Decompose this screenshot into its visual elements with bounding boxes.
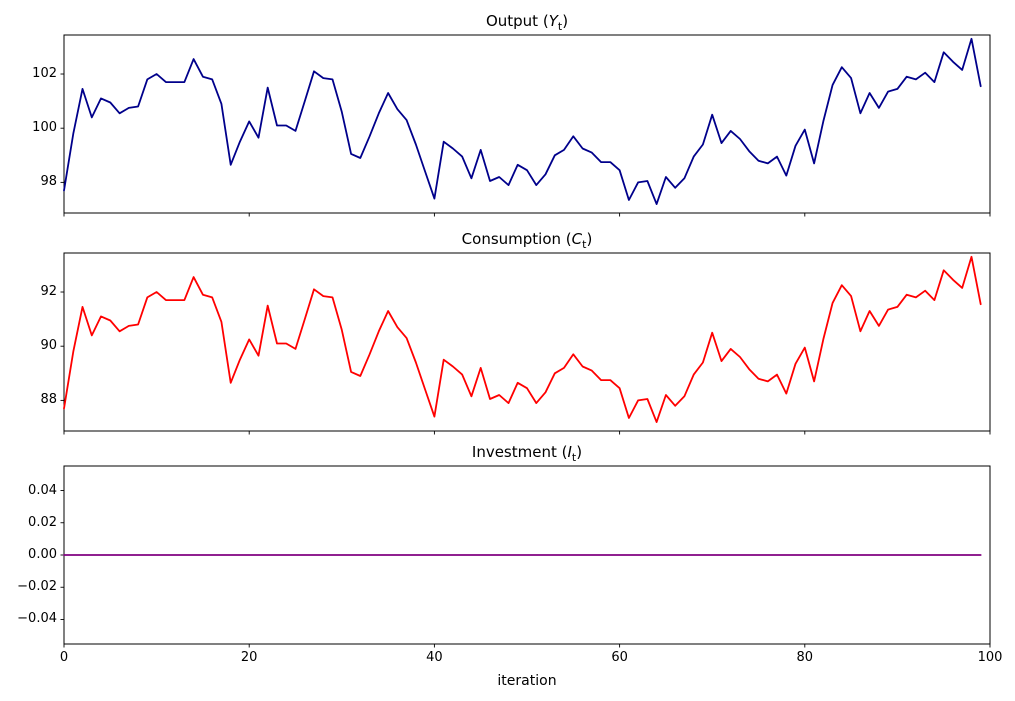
y-tick-label: 0.00: [28, 547, 57, 562]
subplot-consumption-title: Consumption (Ct): [64, 229, 990, 251]
title-math-var: C: [571, 230, 583, 248]
title-text: ): [562, 12, 569, 30]
plot-box: [63, 252, 991, 432]
y-tick-label: −0.02: [17, 579, 57, 595]
x-tick-label: 80: [796, 650, 814, 665]
y-tick-label: 98: [40, 174, 57, 190]
subplot-output-title: Output (Yt): [64, 11, 990, 33]
x-tick-label: 0: [59, 650, 69, 665]
x-axis-label: iteration: [497, 673, 557, 689]
title-math-sub: t: [571, 451, 577, 464]
x-tick-label: 60: [611, 650, 628, 665]
title-math-var: I: [567, 443, 572, 461]
title-text: Consumption (: [461, 230, 572, 248]
y-tick-label: 88: [40, 392, 57, 408]
title-text: ): [586, 230, 593, 248]
title-math-sub: t: [557, 20, 563, 33]
data-line: [63, 37, 982, 206]
x-tick-label: 40: [426, 650, 443, 665]
y-tick-label: 92: [40, 284, 57, 299]
y-tick-label: 100: [32, 120, 57, 136]
plot-box: [63, 34, 991, 214]
y-tick-label: −0.04: [17, 611, 57, 627]
subplot-consumption: [60, 252, 991, 435]
y-tick-label: 90: [40, 338, 57, 354]
x-tick-label: 20: [240, 650, 258, 665]
title-math-sub: t: [582, 238, 587, 251]
y-tick-label: 102: [32, 66, 57, 81]
subplot-investment: [60, 465, 991, 648]
title-text: ): [576, 443, 583, 461]
title-text: Output (: [485, 12, 549, 30]
y-tick-label: 0.04: [28, 482, 57, 498]
data-line: [63, 255, 982, 424]
y-tick-label: 0.02: [28, 514, 57, 530]
title-text: Investment (: [471, 443, 568, 461]
title-math-var: Y: [548, 12, 558, 30]
x-tick-label: 100: [977, 650, 1003, 665]
subplot-output: [60, 34, 991, 217]
subplot-investment-title: Investment (It): [64, 442, 990, 464]
